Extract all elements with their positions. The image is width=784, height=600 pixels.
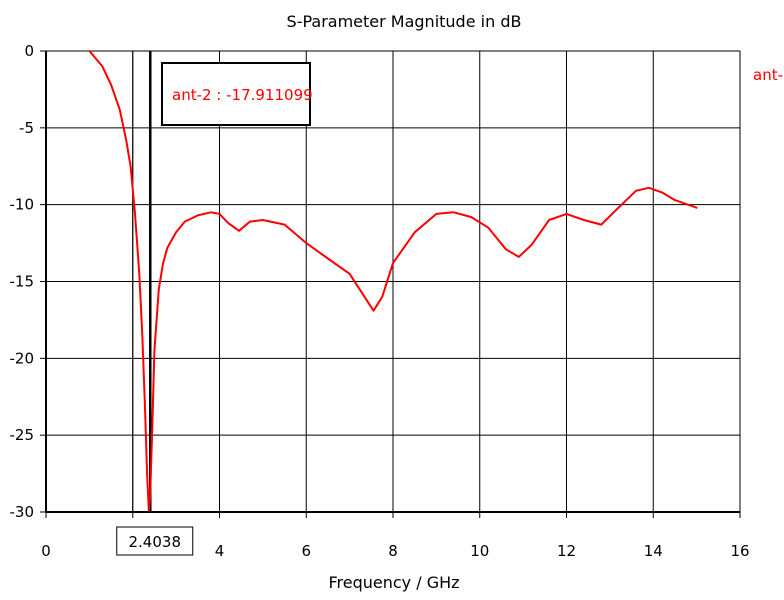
frequency-marker[interactable]: 2.4038 (116, 51, 194, 556)
x-axis-ticks: 0 4 6 8 10 12 14 16 (41, 512, 750, 560)
x-tick-label-10: 10 (470, 542, 489, 560)
x-tick-label-16: 16 (730, 542, 749, 560)
x-tick-label-4: 4 (215, 542, 225, 560)
y-tick-label-neg25: -25 (10, 426, 35, 444)
chart-title: S-Parameter Magnitude in dB (287, 12, 522, 31)
x-tick-label-12: 12 (557, 542, 576, 560)
marker-annotation[interactable]: ant-2 : -17.911099 (161, 62, 313, 126)
y-tick-label-neg15: -15 (10, 273, 35, 291)
x-axis-label: Frequency / GHz (328, 573, 459, 592)
series-line-0 (88, 50, 698, 512)
annotation-text: ant-2 : -17.911099 (172, 86, 313, 104)
x-tick-label-8: 8 (388, 542, 398, 560)
marker-frequency-box[interactable] (116, 526, 194, 556)
legend-entry-ant: ant- (753, 66, 783, 84)
x-tick-label-14: 14 (644, 542, 663, 560)
y-tick-label-0: 0 (24, 42, 34, 60)
annotation-box[interactable] (161, 62, 311, 126)
y-tick-label-neg30: -30 (10, 503, 35, 521)
y-tick-label-neg20: -20 (10, 349, 35, 367)
y-axis-ticks: 0 -5 -10 -15 -20 -25 -30 (10, 42, 46, 521)
x-tick-label-6: 6 (301, 542, 311, 560)
y-tick-label-neg5: -5 (19, 119, 34, 137)
series-layer (88, 50, 698, 512)
y-tick-label-neg10: -10 (10, 196, 35, 214)
marker-frequency-label: 2.4038 (129, 533, 182, 551)
x-tick-label-0: 0 (41, 542, 51, 560)
grid-lines (46, 51, 740, 512)
